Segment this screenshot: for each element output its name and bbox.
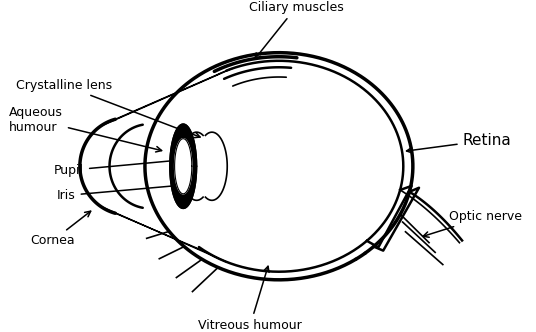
Text: Iris: Iris [57,182,189,202]
Polygon shape [100,206,226,262]
Text: Crystalline lens: Crystalline lens [16,79,200,138]
Text: Cornea: Cornea [30,211,91,247]
Polygon shape [100,68,232,126]
Text: Retina: Retina [406,133,511,153]
Text: Optic nerve: Optic nerve [423,210,522,237]
Text: Ciliary muscles: Ciliary muscles [249,1,344,59]
Text: Vitreous humour: Vitreous humour [198,266,302,332]
Polygon shape [175,139,192,194]
Text: Pupil: Pupil [54,158,178,177]
Text: Aqueous
humour: Aqueous humour [9,106,162,152]
Polygon shape [170,124,197,208]
